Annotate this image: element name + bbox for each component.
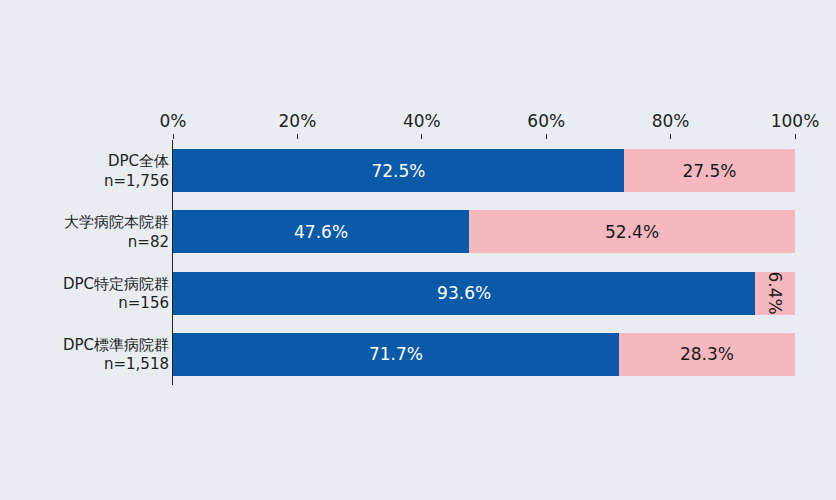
svg-text:80%: 80% bbox=[652, 111, 690, 131]
svg-text:60%: 60% bbox=[527, 111, 565, 131]
svg-text:93.6%: 93.6% bbox=[437, 283, 491, 303]
svg-text:100%: 100% bbox=[771, 111, 820, 131]
svg-text:DPC特定病院群n=156: DPC特定病院群n=156 bbox=[63, 275, 169, 313]
svg-text:0%: 0% bbox=[160, 111, 187, 131]
svg-text:71.7%: 71.7% bbox=[369, 344, 423, 364]
svg-text:27.5%: 27.5% bbox=[682, 161, 736, 181]
svg-text:DPC標準病院群n=1,518: DPC標準病院群n=1,518 bbox=[63, 336, 169, 374]
svg-text:大学病院本院群n=82: 大学病院本院群n=82 bbox=[64, 213, 169, 251]
svg-text:6.4%: 6.4% bbox=[765, 272, 785, 315]
svg-text:20%: 20% bbox=[279, 111, 317, 131]
svg-text:72.5%: 72.5% bbox=[371, 161, 425, 181]
svg-text:40%: 40% bbox=[403, 111, 441, 131]
svg-text:DPC全体n=1,756: DPC全体n=1,756 bbox=[104, 152, 169, 190]
svg-text:28.3%: 28.3% bbox=[680, 344, 734, 364]
svg-text:47.6%: 47.6% bbox=[294, 222, 348, 242]
svg-text:52.4%: 52.4% bbox=[605, 222, 659, 242]
